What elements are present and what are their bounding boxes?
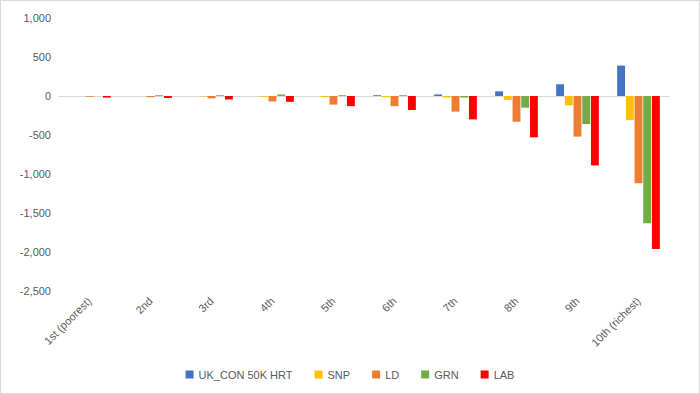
svg-text:-2,500: -2,500 [20,285,51,297]
svg-text:5th: 5th [318,295,337,314]
svg-text:9th: 9th [562,295,581,314]
svg-text:3rd: 3rd [196,295,216,315]
svg-text:8th: 8th [501,295,520,314]
svg-text:1st (poorest): 1st (poorest) [42,295,94,347]
svg-text:-1,000: -1,000 [20,168,51,180]
svg-text:10th (richest): 10th (richest) [589,295,643,349]
svg-text:-500: -500 [29,129,51,141]
svg-text:1,000: 1,000 [23,12,51,24]
svg-text:SNP: SNP [328,369,351,381]
svg-text:UK_CON 50K HRT: UK_CON 50K HRT [199,369,293,381]
svg-text:4th: 4th [257,295,276,314]
svg-text:GRN: GRN [434,369,459,381]
svg-text:6th: 6th [379,295,398,314]
svg-text:LD: LD [385,369,399,381]
svg-text:0: 0 [45,90,51,102]
svg-text:500: 500 [33,51,51,63]
svg-text:-2,000: -2,000 [20,246,51,258]
svg-text:2nd: 2nd [133,295,154,316]
svg-text:7th: 7th [440,295,459,314]
svg-text:-1,500: -1,500 [20,207,51,219]
svg-text:LAB: LAB [494,369,515,381]
